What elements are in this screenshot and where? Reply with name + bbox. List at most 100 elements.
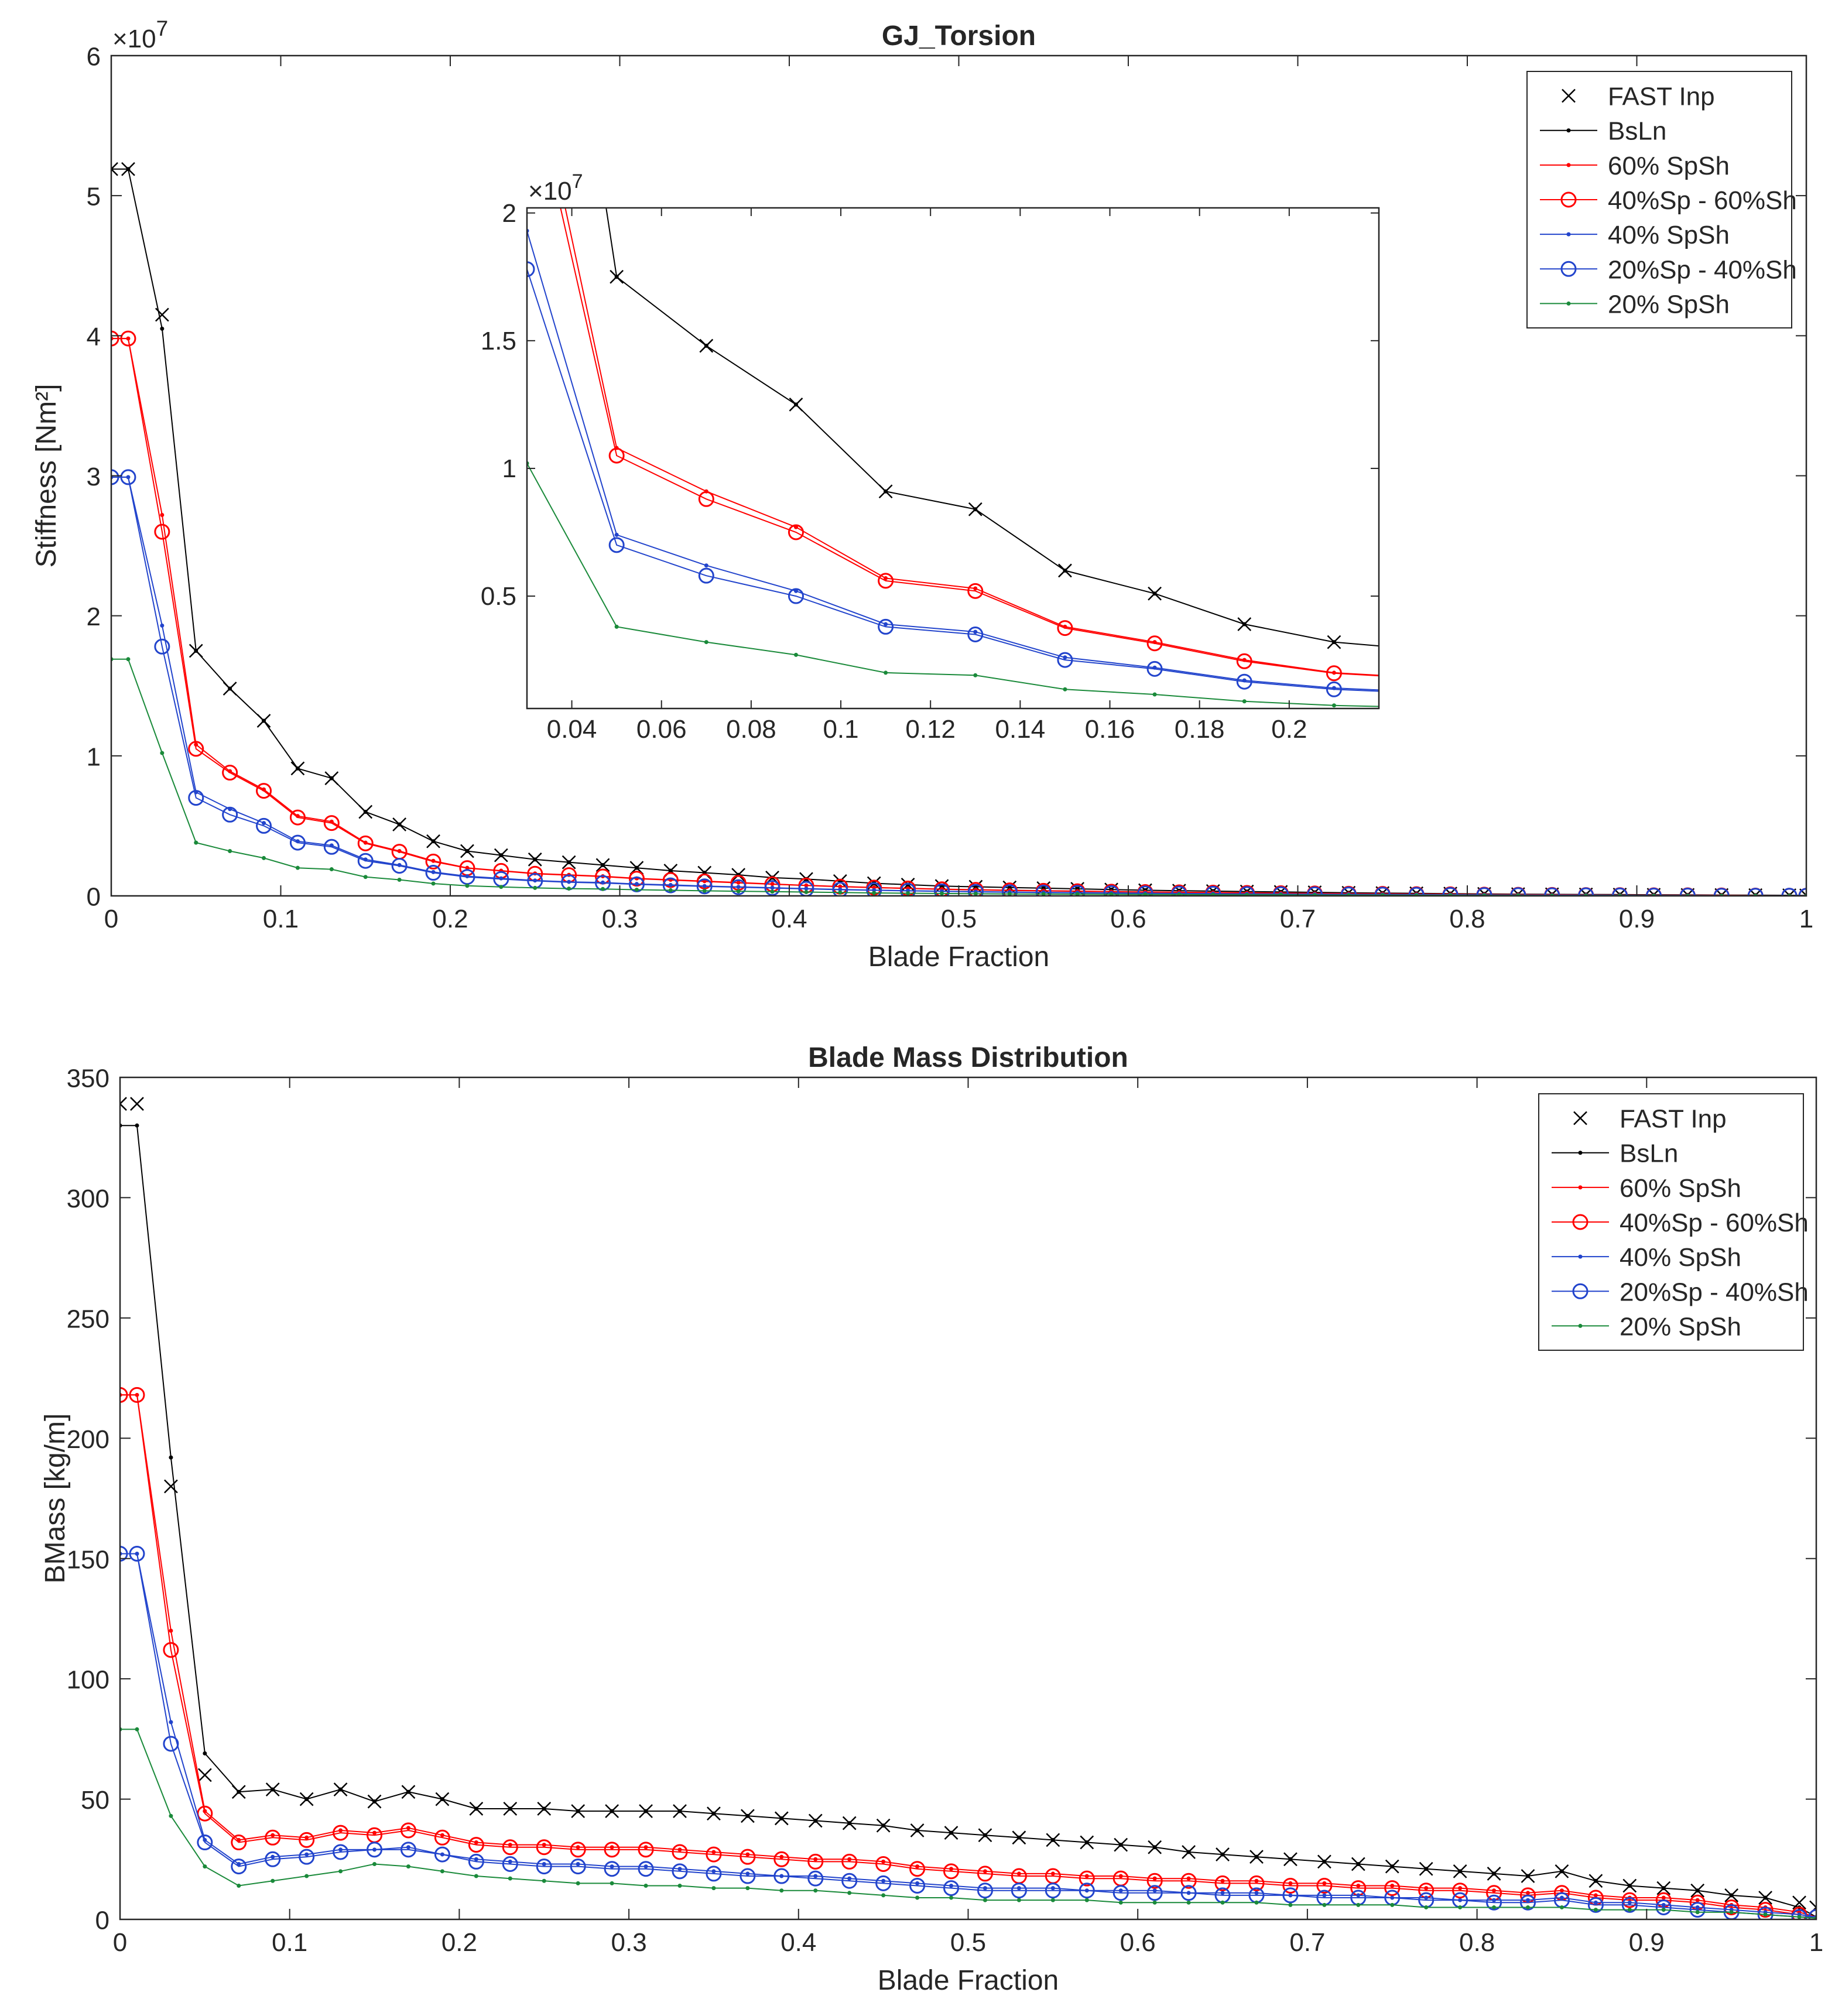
data-point-gj_inset-sp20-9 [1242,699,1247,704]
data-point-mass-bsln-9 [406,1789,410,1794]
data-point-mass-sp60-6 [304,1835,309,1840]
data-point-gj-sp20-16 [634,887,639,892]
data-point-mass-bsln-28 [1050,1837,1055,1842]
y-tick-label-mass-3: 150 [67,1545,109,1574]
data-point-gj_inset-sp20sh40-6 [967,626,984,642]
data-point-mass-fast-1 [130,1097,144,1111]
data-point-mass-bsln-40 [1458,1869,1463,1874]
data-point-mass-sp40sh60-49 [1757,1902,1774,1918]
x-tick-label-gj_inset-6: 0.16 [1085,715,1135,744]
y-tick-label-mass-2: 100 [67,1666,109,1695]
data-point-mass-sp60-39 [1424,1886,1429,1891]
data-point-mass-sp20-18 [711,1886,716,1891]
data-point-mass-sp20-25 [949,1895,954,1900]
data-point-mass-sp40-44 [1593,1900,1598,1905]
data-point-gj_inset-bsln-4 [793,402,798,407]
legend-marker-mass-40-spsh [1578,1254,1583,1259]
data-point-gj-sp20sh40-6 [289,834,306,851]
data-point-mass-fast-3 [197,1768,212,1782]
data-point-mass-sp40sh60-7 [333,1825,349,1841]
data-point-gj_inset-sp20sh40-1 [527,261,535,278]
data-point-mass-sp40sh60-45 [1621,1892,1638,1908]
data-point-mass-sp60-37 [1356,1883,1361,1888]
data-point-gj-sp20-22 [838,890,843,895]
data-point-mass-sp20-41 [1492,1905,1497,1909]
data-point-mass-bsln-2 [169,1455,173,1460]
data-point-mass-sp20sh40-47 [1689,1902,1706,1918]
data-point-gj-sp20-3 [194,840,198,845]
data-point-mass-sp40-11 [474,1857,478,1861]
y-exponent-base: ×10 [528,177,572,206]
data-point-gj_inset-sp40sh60-3 [698,491,714,507]
y-tick-label-gj-4: 4 [87,323,101,351]
data-point-mass-sp40-14 [576,1862,580,1867]
chart-gj-torsion-inset: 0.04 0.06 0.08 0.1 0.12 0.14 0.16 0.18 0.2 0.5 1 1.… [481,170,1380,744]
data-point-gj-sp20sh40-3 [188,790,204,806]
x-tick-label-gj-10: 1 [1799,905,1813,933]
data-point-gj_inset-sp40sh60-9 [1236,653,1252,669]
data-point-mass-sp40sh60-26 [977,1866,993,1882]
x-tick-label-mass-3: 0.3 [611,1928,647,1957]
legend-marker-gj-60-spsh [1566,163,1571,167]
legend-label-mass-bsln: BsLn [1620,1139,1678,1168]
x-tick-label-gj-6: 0.6 [1110,905,1146,933]
data-point-gj-sp20-10 [431,881,436,886]
data-point-mass-sp20sh40-3 [197,1834,213,1851]
data-point-mass-sp20-29 [1084,1898,1089,1902]
data-point-gj-bsln-16 [634,865,639,870]
y-axis-label-gj: Stiffness [Nm²] [31,384,62,568]
data-point-gj-sp20-7 [329,867,334,872]
data-point-gj-sp20-27 [1007,892,1012,896]
data-point-gj_inset-sp20sh40-3 [698,567,714,584]
data-point-mass-sp20sh40-45 [1621,1897,1638,1913]
data-point-gj-bsln-3 [194,648,198,653]
data-point-mass-sp40-39 [1424,1895,1429,1900]
data-point-mass-sp40sh60-12 [502,1839,518,1856]
data-point-gj_inset-sp20sh40-8 [1146,660,1163,677]
data-point-gj-sp60-2 [160,512,165,517]
data-point-mass-bsln-23 [881,1823,886,1828]
y-tick-label-mass-6: 300 [67,1185,109,1213]
series-group-mass [120,1097,1816,1919]
data-point-gj-sp40sh60-4 [222,765,238,781]
data-point-mass-sp20sh40-10 [434,1846,450,1863]
legend-marker-mass-fast-inp [1573,1111,1587,1125]
data-point-mass-sp40-30 [1118,1888,1123,1893]
data-point-mass-sp20sh40-14 [570,1858,586,1875]
data-point-gj-sp40-5 [262,821,266,826]
series-line-mass-sp60 [120,1394,1816,1918]
x-axis-label-gj: Blade Fraction [868,942,1050,973]
data-point-mass-bsln-4 [237,1789,241,1794]
data-point-mass-sp40sh60-17 [672,1844,688,1860]
data-point-mass-sp20-22 [847,1891,852,1895]
data-point-mass-sp20-47 [1695,1910,1700,1915]
data-point-gj-sp20sh40-2 [154,638,170,655]
data-point-mass-sp40sh60-1 [129,1387,145,1403]
data-point-gj-sp40-12 [499,876,504,881]
data-point-mass-sp40-43 [1559,1895,1564,1900]
data-point-mass-sp60-43 [1559,1888,1564,1893]
data-point-gj_inset-sp40sh60-8 [1146,635,1163,652]
data-point-mass-sp20sh40-25 [943,1880,960,1897]
data-point-gj_inset-sp40sh60-6 [967,583,984,599]
x-tick-label-gj-4: 0.4 [771,905,807,933]
data-point-mass-sp40sh60-22 [841,1853,858,1870]
data-point-mass-sp20sh40-41 [1486,1894,1502,1911]
data-point-mass-sp40sh60-35 [1282,1877,1299,1894]
data-point-mass-sp60-21 [813,1857,818,1861]
data-point-mass-sp20sh40-19 [740,1868,756,1884]
data-point-mass-sp20-11 [474,1874,478,1878]
data-point-mass-sp20-9 [406,1864,410,1869]
data-point-mass-sp40-42 [1526,1898,1531,1902]
data-point-mass-sp20-37 [1356,1902,1361,1907]
data-point-mass-sp40sh60-24 [909,1861,926,1877]
data-point-gj_inset-sp20-5 [884,670,888,675]
data-point-gj_inset-sp20-2 [614,624,619,629]
data-point-gj_inset-sp40-5 [884,622,888,627]
data-point-gj_inset-sp20-4 [793,652,798,657]
data-point-mass-sp40-5 [271,1854,275,1859]
legend-label-mass-40-sp-60-sh: 40%Sp - 60%Sh [1620,1209,1809,1237]
data-point-mass-sp20-34 [1254,1900,1259,1905]
data-point-mass-sp40-41 [1492,1898,1497,1902]
data-point-mass-sp20-43 [1559,1905,1564,1909]
